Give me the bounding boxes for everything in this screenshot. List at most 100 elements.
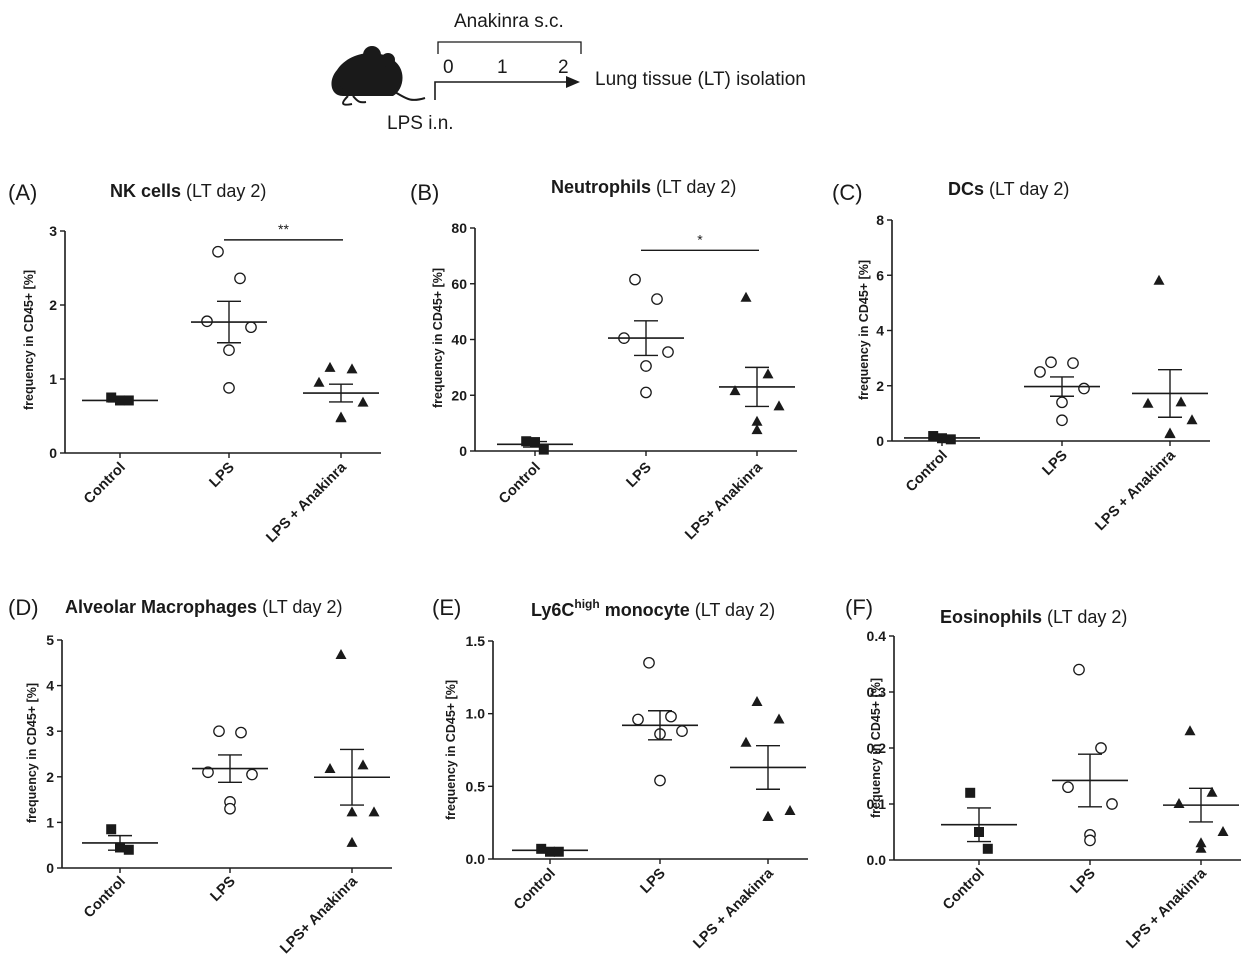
y-tick-label: 1	[46, 814, 54, 830]
data-point	[202, 766, 214, 779]
series-control	[82, 392, 158, 406]
data-point	[1056, 414, 1068, 427]
y-tick-label: 3	[46, 723, 54, 739]
series-lps-anakinra	[303, 361, 379, 423]
panel-title: Ly6Chigh monocyte (LT day 2)	[531, 597, 775, 620]
data-point	[106, 824, 117, 835]
y-axis-label: frequency in CD45+ [%]	[431, 268, 445, 408]
panel-d: 0 1 2 3 4 5 Control LPS LPS+ Anakinra frequency i…	[8, 595, 392, 957]
data-point	[1164, 428, 1176, 439]
y-tick-label: 20	[451, 387, 467, 403]
y-tick-label: 0.1	[867, 796, 887, 812]
data-point	[643, 656, 655, 669]
category-label: LPS + Anakinra	[263, 459, 350, 546]
data-point	[1153, 274, 1165, 285]
series-control	[941, 787, 1017, 854]
panel-title: Eosinophils (LT day 2)	[940, 607, 1127, 627]
data-point	[234, 272, 246, 285]
category-label: Control	[511, 866, 559, 914]
data-point	[1175, 396, 1187, 407]
y-axis-label: frequency in CD45+ [%]	[22, 270, 36, 410]
series-lps-anakinra	[719, 291, 795, 435]
y-tick-label: 0.4	[867, 628, 887, 644]
data-point	[1106, 798, 1118, 810]
category-label: LPS	[1068, 865, 1099, 896]
y-tick-label: 0	[46, 860, 54, 876]
y-tick-label: 0	[49, 445, 57, 461]
data-point	[1206, 786, 1218, 797]
data-point	[368, 806, 380, 817]
series-lps	[622, 656, 698, 787]
day-label-1: 1	[497, 57, 508, 78]
panel-letter: (E)	[432, 595, 461, 620]
data-point	[1078, 382, 1090, 395]
data-point	[235, 726, 247, 739]
data-point	[224, 802, 236, 815]
y-tick-label: 60	[451, 276, 467, 292]
data-point	[313, 376, 325, 387]
series-control	[512, 843, 588, 857]
data-point	[1142, 397, 1154, 408]
data-point	[640, 360, 652, 372]
mouse-icon	[331, 46, 426, 106]
series-control	[82, 824, 158, 855]
category-label: Control	[496, 460, 544, 508]
y-tick-label: 0.3	[867, 684, 887, 700]
data-point	[1073, 663, 1085, 676]
category-label: LPS	[208, 873, 239, 904]
data-point	[223, 344, 235, 356]
data-point	[1056, 396, 1068, 409]
series-lps-anakinra	[314, 649, 390, 847]
data-point	[1067, 357, 1079, 369]
data-point	[773, 400, 785, 411]
category-label: Control	[903, 448, 951, 496]
data-point	[632, 713, 644, 726]
data-point	[213, 725, 225, 738]
panel-title: Neutrophils (LT day 2)	[551, 177, 736, 197]
data-point	[538, 444, 549, 455]
y-tick-label: 40	[451, 332, 467, 348]
y-tick-label: 0.5	[466, 778, 486, 794]
schema: Anakinra s.c. 0 1 2 Lung tissue (LT) iso…	[331, 11, 806, 134]
significance-label: *	[697, 231, 703, 247]
data-point	[324, 361, 336, 372]
category-label: LPS	[1040, 447, 1071, 478]
data-point	[1184, 725, 1196, 736]
data-point	[773, 713, 785, 724]
y-tick-label: 5	[46, 632, 54, 648]
data-point	[1173, 798, 1185, 808]
data-point	[751, 424, 763, 435]
panel-a: 0 1 2 3 Control LPS LPS + Anakinra frequency in…	[8, 180, 381, 546]
series-lps	[1052, 663, 1128, 847]
series-lps	[608, 273, 684, 399]
category-label: Control	[940, 866, 988, 914]
y-tick-label: 80	[451, 220, 467, 236]
data-point	[762, 810, 774, 821]
challenge-label: LPS i.n.	[387, 113, 454, 134]
data-point	[729, 385, 741, 396]
data-point	[346, 836, 358, 847]
data-point	[346, 363, 358, 374]
data-point	[1095, 742, 1107, 754]
category-label: LPS	[624, 459, 655, 490]
panel-b: 0 20 40 60 80 Control LPS LPS+ Anakinra frequenc…	[410, 177, 797, 543]
data-point	[740, 736, 752, 747]
panel-letter: (C)	[832, 180, 863, 205]
data-point	[982, 843, 993, 854]
data-point	[335, 412, 347, 423]
series-control	[904, 431, 980, 445]
data-point	[928, 431, 939, 442]
y-tick-label: 0.2	[867, 740, 887, 756]
series-lps-anakinra	[1163, 725, 1239, 853]
data-point	[662, 346, 674, 358]
y-tick-label: 8	[876, 212, 884, 228]
data-point	[324, 763, 336, 774]
data-point	[965, 787, 976, 798]
timeline-axis	[434, 81, 568, 100]
y-tick-label: 2	[46, 769, 54, 785]
data-point	[665, 710, 677, 723]
data-point	[751, 696, 763, 707]
data-point	[335, 649, 347, 660]
data-point	[1186, 414, 1198, 425]
series-lps-anakinra	[730, 696, 806, 821]
